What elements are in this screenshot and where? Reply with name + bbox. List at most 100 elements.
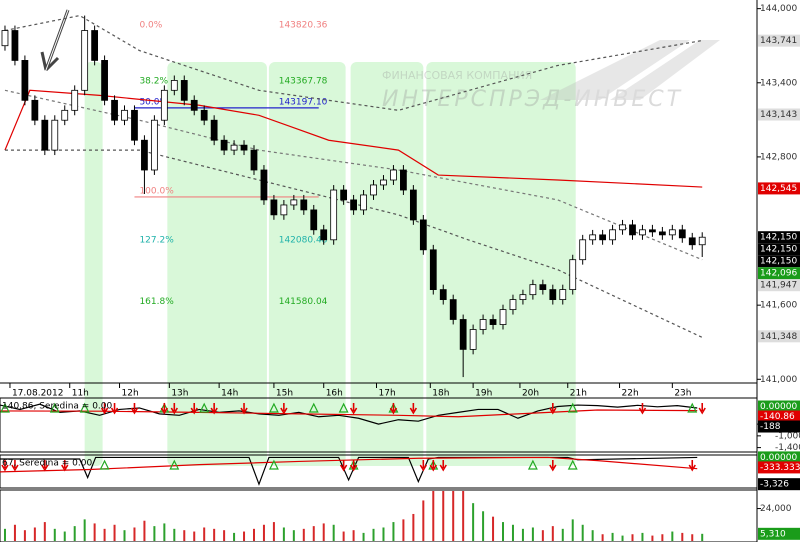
buy-signal bbox=[49, 402, 60, 413]
volume-bar bbox=[153, 526, 156, 541]
x-tick-label: 18h bbox=[432, 389, 449, 399]
candle-body bbox=[629, 224, 636, 236]
candle-body bbox=[81, 30, 89, 91]
sell-signal bbox=[110, 403, 119, 415]
volume-bar bbox=[392, 522, 395, 541]
price-label: -188 bbox=[760, 422, 781, 432]
candle-body bbox=[688, 237, 696, 246]
candle-body bbox=[51, 119, 59, 151]
sell-signal bbox=[439, 460, 447, 472]
candle-body bbox=[61, 109, 69, 121]
candle-body bbox=[599, 234, 606, 241]
candle-body bbox=[300, 199, 308, 211]
candle-body bbox=[131, 109, 138, 141]
price-label: 141,348 bbox=[760, 332, 797, 342]
fib-value-label: 143820.36 bbox=[279, 20, 328, 30]
price-label-box bbox=[758, 279, 800, 292]
volume-bar bbox=[3, 528, 6, 541]
buy-signal bbox=[99, 459, 110, 470]
volume-bar bbox=[372, 528, 375, 541]
volume-bar bbox=[641, 532, 644, 541]
price-label: -3,326 bbox=[760, 480, 789, 490]
watermark: ФИНАНСОВАЯ КОМПАНИЯ ИНТЕРСПРЭД-ИНВЕСТ bbox=[382, 40, 720, 112]
volume-bar bbox=[691, 534, 694, 541]
buy-signal bbox=[268, 459, 279, 470]
price-label-box bbox=[758, 461, 800, 474]
price-label-box bbox=[758, 243, 800, 256]
volume-bar bbox=[123, 530, 126, 541]
candle-body bbox=[499, 309, 507, 325]
candle-body bbox=[489, 319, 497, 325]
sell-signal bbox=[429, 460, 437, 472]
volume-bar bbox=[551, 526, 554, 541]
candle-body bbox=[190, 99, 198, 111]
candle-body bbox=[330, 189, 338, 241]
volume-bar bbox=[322, 523, 325, 541]
buy-signal bbox=[0, 402, 10, 413]
fib-level-label: 0.0% bbox=[139, 20, 162, 30]
candle-body bbox=[350, 199, 357, 211]
x-tick-label: 13h bbox=[171, 389, 188, 399]
volume-bar bbox=[302, 528, 305, 541]
volume-bar bbox=[183, 530, 186, 541]
price-label: 142,545 bbox=[760, 184, 797, 194]
buy-signal bbox=[169, 459, 180, 470]
panel-title: 67, Seredina = 0.00 bbox=[2, 459, 92, 469]
sell-signal bbox=[698, 403, 706, 415]
price-label: 143,143 bbox=[760, 110, 797, 120]
volume-bar bbox=[23, 530, 26, 541]
candle-body bbox=[170, 80, 178, 91]
sell-signal bbox=[638, 403, 647, 415]
candle-body bbox=[220, 139, 228, 151]
candle-body bbox=[479, 319, 487, 330]
price-label: 143,741 bbox=[760, 36, 797, 46]
candle-body bbox=[200, 109, 208, 121]
volume-bar bbox=[472, 503, 475, 541]
buy-signal bbox=[338, 402, 349, 413]
volume-bar bbox=[621, 535, 624, 541]
candle-body bbox=[250, 149, 258, 171]
volume-bar bbox=[452, 491, 455, 541]
volume-bar bbox=[601, 534, 604, 541]
price-label: 0.00000 bbox=[760, 402, 797, 412]
volume-bar bbox=[571, 519, 574, 541]
candle-body bbox=[639, 229, 646, 236]
volume-bar bbox=[143, 520, 146, 541]
volume-bar bbox=[671, 531, 674, 541]
buy-signal bbox=[687, 402, 698, 413]
volume-bar bbox=[402, 519, 405, 541]
candle-body bbox=[141, 139, 148, 171]
price-label-box bbox=[758, 400, 800, 413]
volume-bar bbox=[422, 500, 425, 541]
candle-body bbox=[539, 284, 547, 290]
volume-bar bbox=[611, 532, 614, 541]
buy-signal bbox=[199, 402, 210, 413]
watermark-logo bbox=[540, 40, 720, 100]
highlight-range bbox=[268, 62, 346, 466]
volume-bar bbox=[173, 528, 176, 541]
candle-body bbox=[111, 99, 118, 121]
candle-body bbox=[260, 169, 268, 201]
fib-level-label: 38.2% bbox=[139, 76, 168, 86]
candle-body bbox=[519, 294, 527, 301]
candle-body bbox=[121, 109, 128, 121]
volume-bar bbox=[53, 528, 56, 541]
price-label-box bbox=[758, 527, 800, 540]
volume-bar bbox=[223, 530, 226, 541]
price-label: 142,150 bbox=[760, 257, 797, 267]
volume-bar bbox=[681, 532, 684, 541]
candle-body bbox=[270, 199, 278, 216]
fib-value-label: 142080.48 bbox=[279, 235, 328, 245]
price-label: 141,947 bbox=[760, 281, 797, 291]
sell-signal bbox=[170, 403, 178, 415]
volume-bar bbox=[352, 530, 355, 541]
volume-bar bbox=[432, 491, 435, 541]
candle-body bbox=[280, 204, 288, 216]
candle-body bbox=[569, 259, 577, 290]
highlight-range bbox=[350, 62, 424, 466]
sell-signal bbox=[160, 403, 169, 415]
volume-bar bbox=[243, 531, 246, 541]
volume-bar bbox=[462, 491, 465, 541]
volume-bar bbox=[133, 527, 136, 541]
volume-bar bbox=[482, 511, 485, 541]
